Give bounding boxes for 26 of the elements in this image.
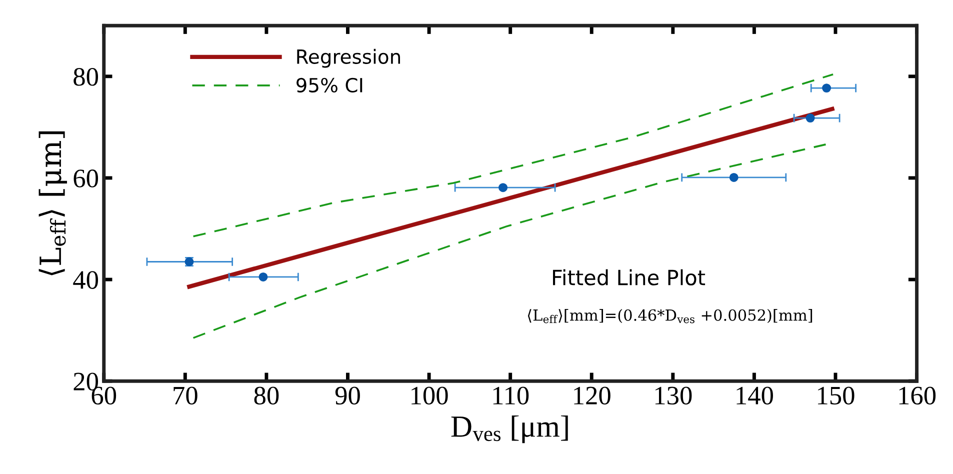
x-tick-label: 160 — [899, 386, 936, 405]
y-axis-title: ⟨L$_{eff}$⟩ [μm] — [38, 131, 68, 276]
x-tick-label: 110 — [493, 386, 529, 405]
x-axis-title: D$_{ves}$ [μm] — [451, 415, 568, 444]
x-tick-label: 130 — [655, 386, 692, 405]
point — [498, 183, 508, 192]
legend-label: 95% CI — [296, 78, 362, 93]
x-tick-label: 80 — [254, 386, 279, 405]
legend-label: Regression — [297, 48, 400, 68]
y-tick-label: 40 — [73, 271, 98, 289]
annotation: Fitted Line Plot — [553, 269, 706, 286]
point — [258, 272, 268, 282]
annotation: ⟨L$_{eff}$⟩[mm]=(0.46*D$_{ves}$ +0.0052)[mm] — [528, 309, 812, 324]
point — [729, 172, 738, 182]
x-tick-label: 150 — [818, 386, 854, 405]
x-tick-label: 120 — [574, 386, 610, 405]
x-tick-label: 100 — [412, 386, 448, 405]
line-series — [192, 144, 827, 339]
point — [822, 84, 832, 93]
point — [806, 114, 815, 123]
y-tick-label: 80 — [74, 68, 98, 86]
x-tick-label: 70 — [174, 386, 198, 405]
y-tick-label: 60 — [74, 170, 98, 188]
x-tick-label: 140 — [736, 386, 773, 405]
x-tick-label: 90 — [335, 386, 360, 405]
line-series — [192, 73, 834, 238]
